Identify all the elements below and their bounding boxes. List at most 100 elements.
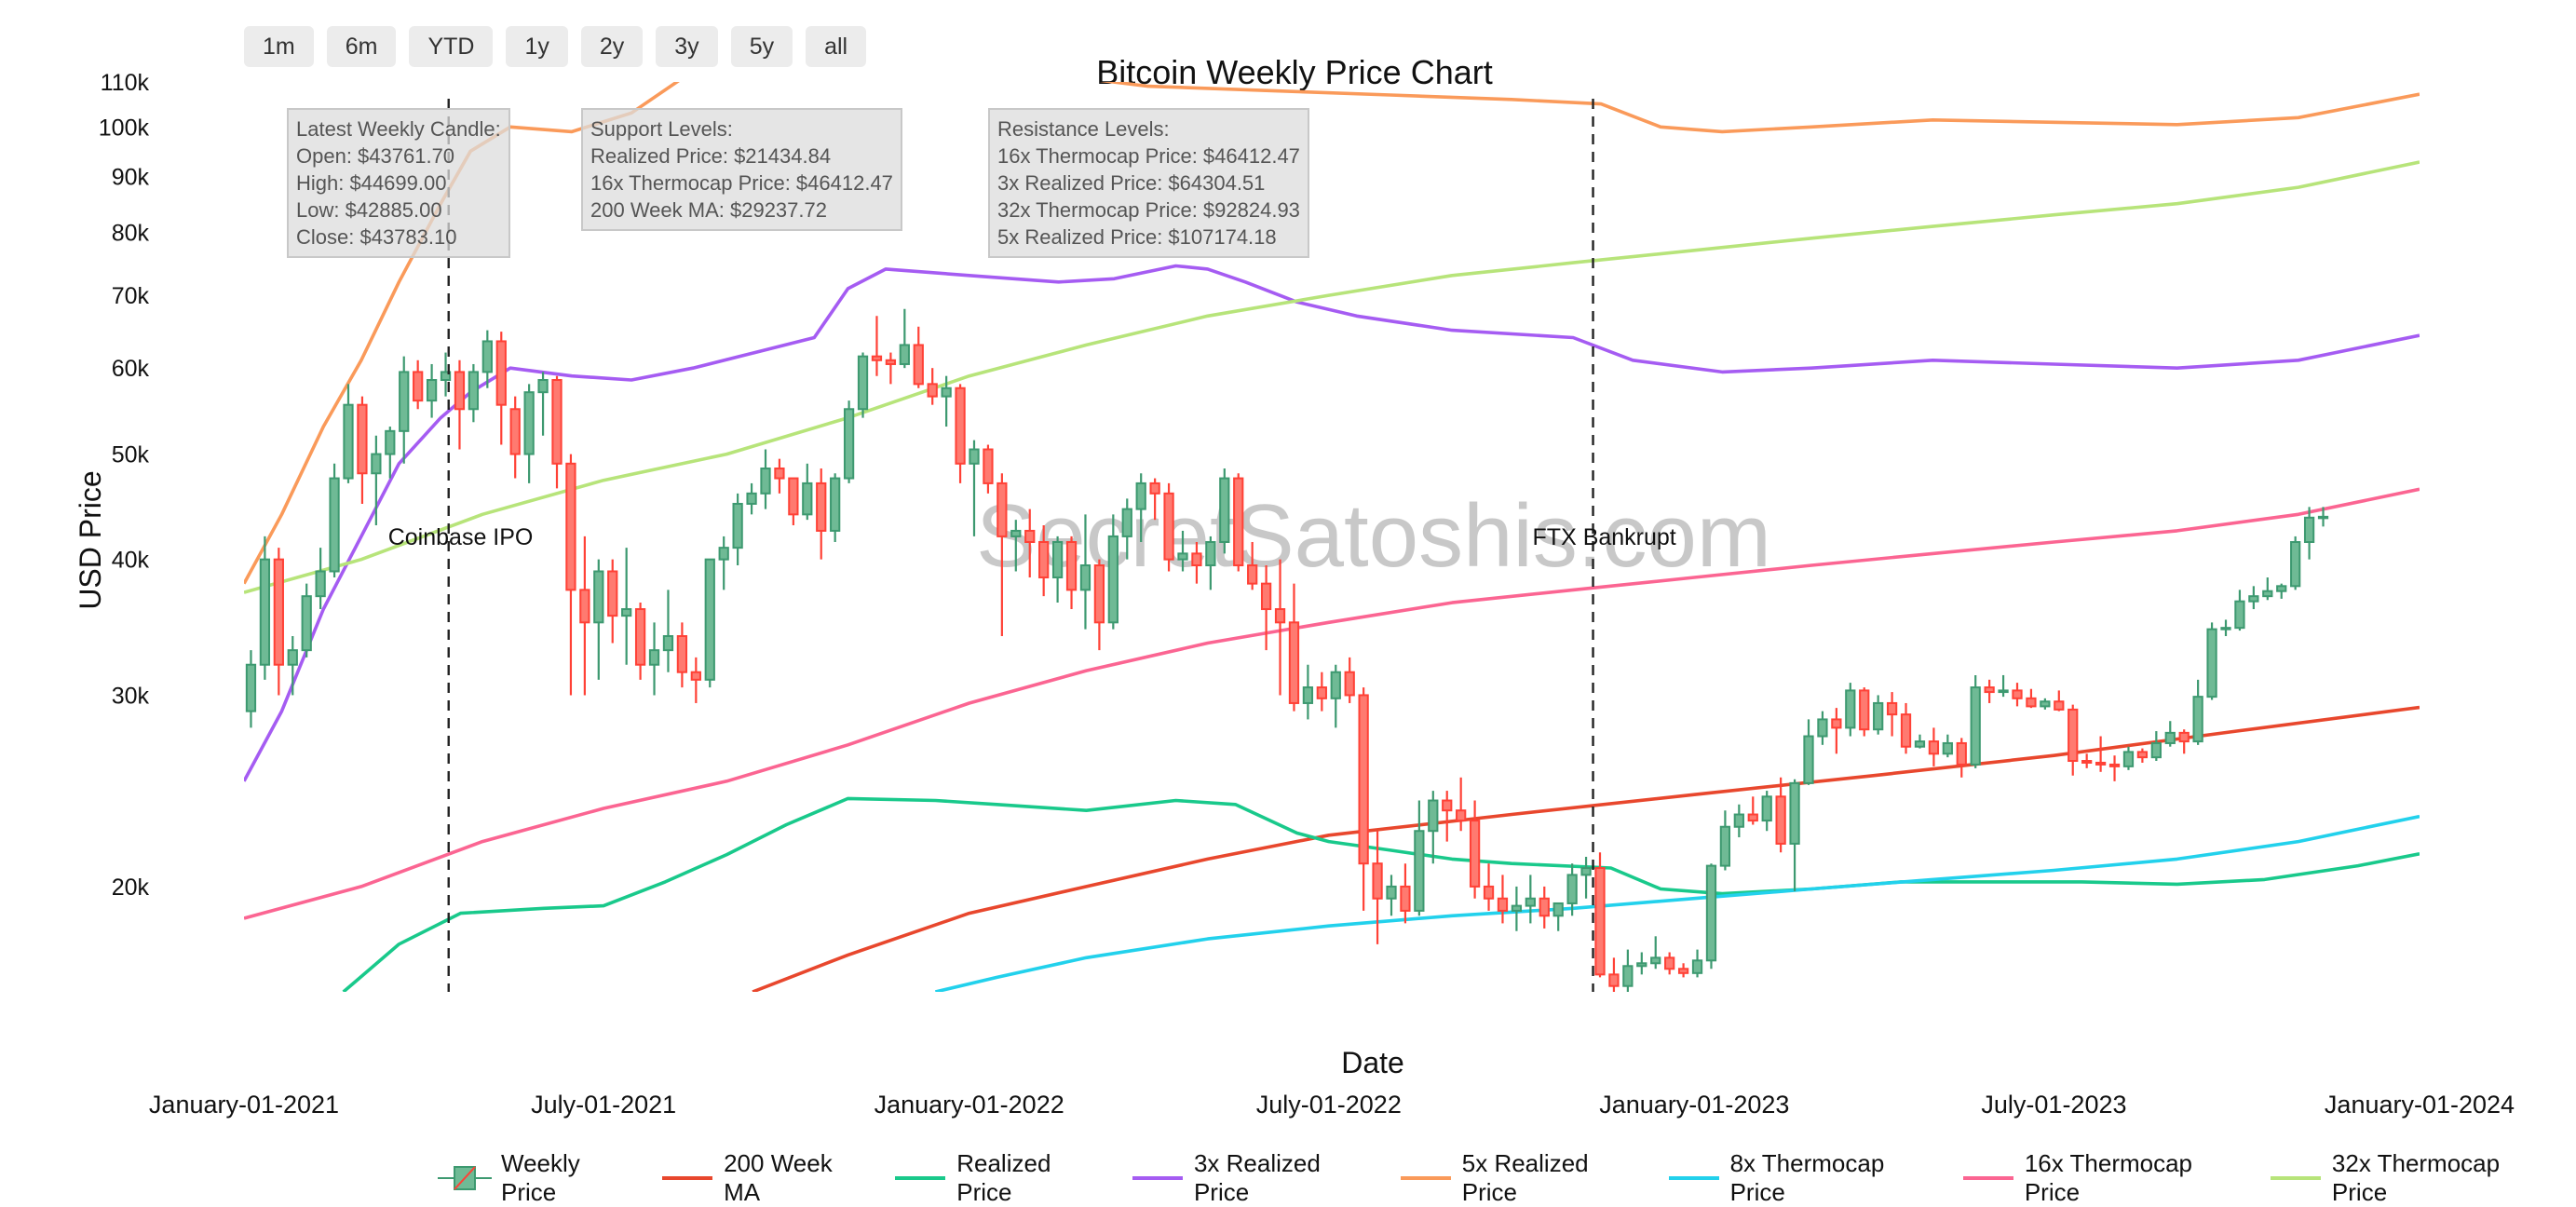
candle (2276, 583, 2287, 599)
series-line-200-week-ma (752, 705, 2420, 992)
candle-body (1789, 781, 1800, 845)
candle-body (2122, 751, 2135, 767)
candle (2303, 507, 2315, 560)
candle (1691, 949, 1703, 978)
candle (2234, 590, 2245, 631)
candle-body (1483, 885, 1495, 900)
candle (301, 583, 312, 658)
range-button-1m[interactable]: 1m (244, 26, 314, 67)
candle (634, 603, 646, 680)
candle (1330, 664, 1341, 728)
candle-body (1121, 508, 1132, 537)
candle (760, 449, 771, 509)
candle-body (1998, 689, 2009, 694)
y-tick-label: 20k (112, 875, 150, 901)
candle (927, 368, 938, 405)
x-tick-label: July-01-2021 (531, 1091, 676, 1119)
legend-item[interactable]: 3x Realized Price (1131, 1149, 1371, 1207)
line-legend-icon (1399, 1164, 1453, 1192)
candle-body (1859, 689, 1870, 731)
resistance-realized5x: 5x Realized Price: $107174.18 (997, 225, 1277, 249)
candle-body (732, 502, 743, 549)
candle (1677, 963, 1689, 978)
event-label: FTX Bankrupt (1533, 524, 1676, 550)
candle (830, 473, 841, 542)
candle-body (927, 383, 938, 398)
candle-body (676, 635, 688, 673)
legend-item[interactable]: 32x Thermocap Price (2269, 1149, 2548, 1207)
candle (774, 458, 785, 494)
candle (385, 427, 396, 479)
line-legend-icon (2269, 1164, 2323, 1192)
candle-body (1608, 973, 1620, 987)
candle-body (885, 359, 897, 365)
candle-body (1803, 735, 1814, 784)
candle-body (537, 379, 549, 394)
candle (2262, 577, 2273, 601)
candle (1121, 498, 1132, 560)
latest-candle-open: Open: $43761.70 (296, 144, 455, 168)
candle (440, 352, 452, 397)
candle (676, 622, 688, 688)
candle (1817, 711, 1828, 745)
candle (1775, 777, 1786, 853)
y-tick-label: 80k (112, 220, 150, 246)
candle-body (551, 379, 563, 465)
candle (1400, 863, 1411, 924)
candle (1358, 687, 1369, 911)
legend-item[interactable]: 8x Thermocap Price (1667, 1149, 1933, 1207)
candle (1051, 536, 1064, 604)
candle-body (1400, 885, 1411, 912)
range-button-2y[interactable]: 2y (580, 26, 644, 67)
resistance-heading: Resistance Levels: (997, 117, 1170, 141)
candle (1552, 902, 1564, 931)
series-line-5x-realized-price (244, 82, 2420, 585)
candle-body (1372, 862, 1383, 900)
candle (1163, 482, 1174, 572)
range-button-3y[interactable]: 3y (656, 26, 718, 67)
candle-body (1677, 968, 1689, 974)
x-tick-label: January-01-2022 (874, 1091, 1064, 1119)
candle (1580, 857, 1592, 899)
candle (1205, 536, 1216, 590)
candle-body (2276, 585, 2287, 592)
candle-body (2290, 540, 2301, 588)
candle (2164, 721, 2176, 747)
range-button-6m[interactable]: 6m (326, 26, 397, 67)
range-button-5y[interactable]: 5y (730, 26, 793, 67)
legend-item[interactable]: 5x Realized Price (1399, 1149, 1639, 1207)
legend-item[interactable]: Weekly Price (438, 1149, 632, 1207)
candle (1998, 674, 2009, 698)
candle-body (1928, 740, 1940, 755)
candle-body (2248, 595, 2259, 603)
candle-body (301, 595, 312, 652)
chart-legend: Weekly Price 200 Week MA Realized Price 3x … (438, 1149, 2576, 1207)
candle (1247, 541, 1258, 590)
legend-item[interactable]: 200 Week MA (660, 1149, 865, 1207)
candle-body (1358, 694, 1369, 865)
candle-body (1288, 621, 1300, 704)
candle (1803, 719, 1814, 785)
support-realized: Realized Price: $21434.84 (590, 144, 832, 168)
candle (1942, 734, 1953, 758)
range-button-1y[interactable]: 1y (506, 26, 568, 67)
y-tick-label: 60k (112, 356, 150, 382)
candle-body (2054, 700, 2065, 711)
legend-item[interactable]: Realized Price (893, 1149, 1103, 1207)
resistance-realized3x: 3x Realized Price: $64304.51 (997, 171, 1266, 195)
candle-body (1386, 885, 1397, 900)
candle (607, 559, 618, 644)
latest-candle-high: High: $44699.00 (296, 171, 447, 195)
candle-body (1511, 904, 1523, 912)
candle (2220, 619, 2231, 637)
range-button-ytd[interactable]: YTD (409, 26, 494, 67)
candle-body (1691, 959, 1703, 974)
y-tick-label: 40k (112, 548, 150, 574)
candle-body (1594, 867, 1606, 976)
range-button-all[interactable]: all (806, 26, 867, 67)
line-legend-icon (660, 1164, 714, 1192)
series-line-realized-price (342, 796, 2420, 992)
legend-item[interactable]: 16x Thermocap Price (1961, 1149, 2241, 1207)
candle-body (2136, 751, 2149, 759)
candle (1135, 473, 1146, 542)
